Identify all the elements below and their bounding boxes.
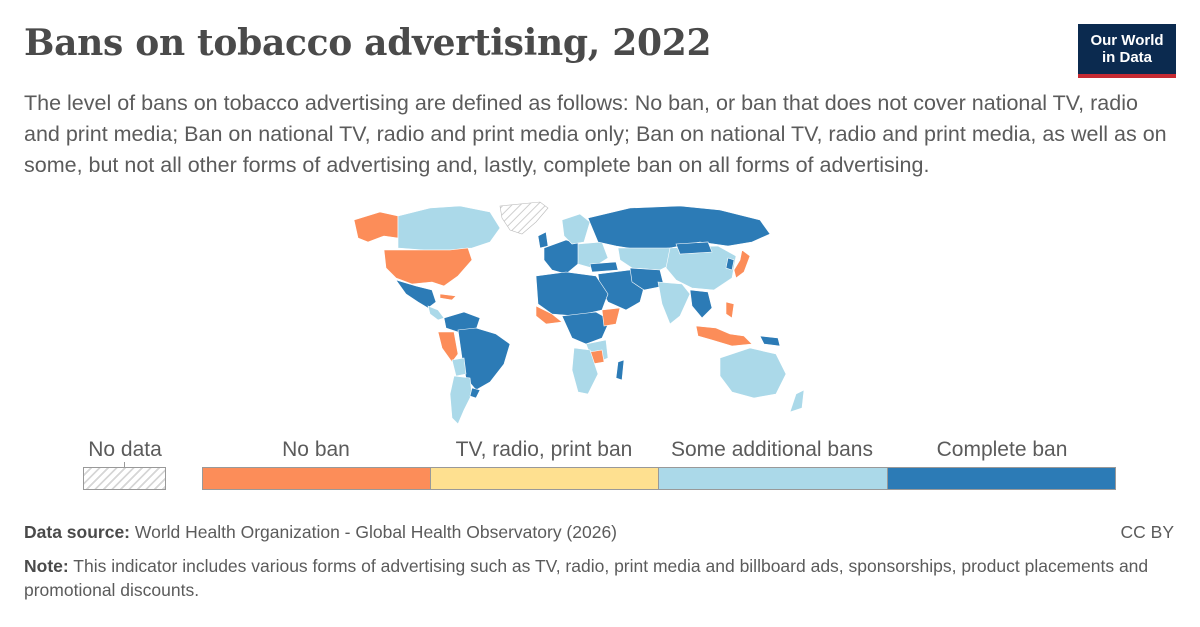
region-canada[interactable] bbox=[397, 205, 501, 251]
region-korea[interactable] bbox=[725, 257, 735, 271]
legend-swatch-no-data[interactable] bbox=[83, 467, 166, 490]
region-indonesia[interactable] bbox=[695, 325, 753, 347]
data-source-text: World Health Organization - Global Healt… bbox=[134, 522, 618, 542]
region-turkey[interactable] bbox=[589, 261, 619, 273]
region-iran-afghanistan[interactable] bbox=[629, 267, 665, 291]
owid-logo[interactable]: Our World in Data bbox=[1078, 24, 1176, 78]
region-russia[interactable] bbox=[587, 205, 771, 251]
region-bolivia[interactable] bbox=[451, 357, 467, 377]
region-india[interactable] bbox=[657, 281, 691, 325]
legend-label-complete-ban: Complete ban bbox=[936, 438, 1068, 461]
logo-line-2: in Data bbox=[1101, 49, 1152, 66]
legend-tick bbox=[124, 462, 125, 468]
legend-swatch-complete-ban[interactable] bbox=[887, 467, 1116, 490]
region-australia[interactable] bbox=[719, 347, 787, 399]
region-central-africa[interactable] bbox=[561, 311, 611, 345]
region-central-america[interactable] bbox=[427, 305, 445, 321]
region-scandinavia[interactable] bbox=[561, 213, 591, 245]
note-text: This indicator includes various forms of… bbox=[24, 556, 1149, 600]
region-southern-africa[interactable] bbox=[571, 347, 599, 395]
region-united-states[interactable] bbox=[383, 247, 473, 287]
legend-label-some-additional-bans: Some additional bans bbox=[671, 438, 873, 461]
chart-subtitle: The level of bans on tobacco advertising… bbox=[24, 91, 1167, 177]
region-uk[interactable] bbox=[537, 231, 549, 249]
region-uruguay[interactable] bbox=[469, 387, 481, 399]
region-new-zealand[interactable] bbox=[789, 389, 805, 413]
data-source: Data source: World Health Organization -… bbox=[24, 520, 617, 544]
region-peru[interactable] bbox=[437, 331, 459, 363]
region-mexico[interactable] bbox=[395, 279, 437, 309]
region-madagascar[interactable] bbox=[615, 359, 625, 381]
legend-swatch-tv-radio-print-ban[interactable] bbox=[430, 467, 659, 490]
region-papua[interactable] bbox=[759, 335, 781, 347]
region-japan[interactable] bbox=[733, 249, 751, 279]
region-greenland[interactable] bbox=[499, 201, 549, 235]
world-map[interactable] bbox=[340, 198, 820, 428]
note-label: Note: bbox=[24, 556, 69, 576]
chart-title: Bans on tobacco advertising, 2022 bbox=[24, 22, 712, 64]
region-western-europe[interactable] bbox=[543, 239, 581, 275]
region-west-africa[interactable] bbox=[535, 305, 563, 325]
data-source-label: Data source: bbox=[24, 522, 131, 542]
region-southeast-asia[interactable] bbox=[689, 289, 713, 319]
legend-label-no-data: No data bbox=[88, 438, 162, 461]
region-argentina-chile[interactable] bbox=[449, 375, 473, 425]
legend-label-tv-radio-print-ban: TV, radio, print ban bbox=[455, 438, 633, 461]
region-north-africa[interactable] bbox=[535, 271, 609, 317]
region-horn-of-africa[interactable] bbox=[601, 307, 621, 327]
legend-label-no-ban: No ban bbox=[282, 438, 350, 461]
region-china[interactable] bbox=[665, 245, 737, 291]
license-label[interactable]: CC BY bbox=[1120, 522, 1174, 542]
legend-swatch-no-ban[interactable] bbox=[202, 467, 431, 490]
region-caribbean[interactable] bbox=[439, 293, 457, 301]
region-philippines[interactable] bbox=[725, 301, 735, 319]
note: Note: This indicator includes various fo… bbox=[24, 554, 1174, 602]
logo-line-1: Our World bbox=[1090, 32, 1164, 49]
region-mongolia[interactable] bbox=[675, 241, 713, 255]
legend-swatch-some-additional-bans[interactable] bbox=[658, 467, 888, 490]
region-alaska[interactable] bbox=[353, 211, 399, 243]
